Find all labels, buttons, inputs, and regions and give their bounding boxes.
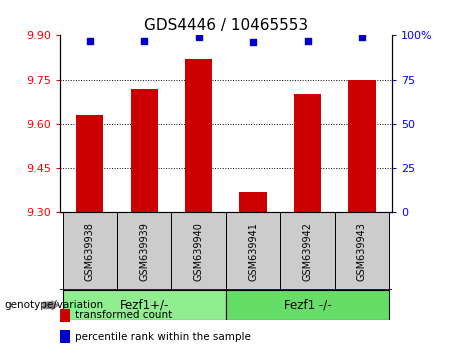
Text: GSM639941: GSM639941 <box>248 222 258 281</box>
Text: GSM639940: GSM639940 <box>194 222 204 281</box>
Bar <box>63 212 117 290</box>
Text: GSM639938: GSM639938 <box>85 222 95 281</box>
Bar <box>185 59 212 212</box>
Bar <box>171 212 226 290</box>
Point <box>86 38 94 44</box>
Bar <box>226 290 389 320</box>
Text: GSM639942: GSM639942 <box>302 222 313 281</box>
Bar <box>130 88 158 212</box>
Text: Fezf1+/-: Fezf1+/- <box>119 299 169 312</box>
Bar <box>280 212 335 290</box>
Point <box>195 34 202 40</box>
Title: GDS4446 / 10465553: GDS4446 / 10465553 <box>144 18 308 33</box>
Bar <box>349 80 376 212</box>
Bar <box>76 115 103 212</box>
Bar <box>240 192 267 212</box>
Bar <box>63 290 226 320</box>
Text: transformed count: transformed count <box>75 310 172 320</box>
Text: GSM639943: GSM639943 <box>357 222 367 281</box>
Point <box>358 34 366 40</box>
Bar <box>226 212 280 290</box>
Text: percentile rank within the sample: percentile rank within the sample <box>75 332 251 342</box>
Point <box>141 38 148 44</box>
Point <box>304 38 311 44</box>
Point <box>249 40 257 45</box>
Bar <box>335 212 389 290</box>
Bar <box>117 212 171 290</box>
Text: Fezf1 -/-: Fezf1 -/- <box>284 299 331 312</box>
Bar <box>294 95 321 212</box>
Text: GSM639939: GSM639939 <box>139 222 149 281</box>
Text: genotype/variation: genotype/variation <box>5 300 104 310</box>
